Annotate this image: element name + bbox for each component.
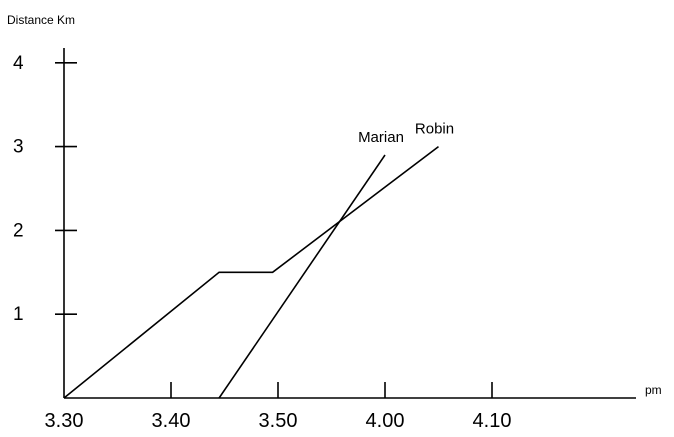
series-line-robin xyxy=(63,145,439,399)
y-tick-label: 2 xyxy=(13,220,24,241)
y-axis-title: Distance Km xyxy=(7,13,75,27)
y-tick-label: 4 xyxy=(13,53,24,74)
series-label-marian: Marian xyxy=(358,129,404,146)
series-lines: Robin Marian xyxy=(63,121,454,399)
x-tick-label: 3.50 xyxy=(259,410,298,432)
x-tick-label: 3.40 xyxy=(152,410,191,432)
x-tick-label: 4.10 xyxy=(473,410,512,432)
y-tick-label: 3 xyxy=(13,137,24,158)
series-line-marian xyxy=(218,154,386,399)
y-tick-label: 1 xyxy=(13,304,24,325)
y-ticks: 1 2 3 4 xyxy=(13,53,77,325)
series-label-robin: Robin xyxy=(415,121,454,138)
x-tick-label: 4.00 xyxy=(366,410,405,432)
x-tick-label: 3.30 xyxy=(45,410,84,432)
x-ticks: 3.30 3.40 3.50 4.00 4.10 xyxy=(45,382,512,432)
x-axis-title: pm xyxy=(645,383,662,397)
